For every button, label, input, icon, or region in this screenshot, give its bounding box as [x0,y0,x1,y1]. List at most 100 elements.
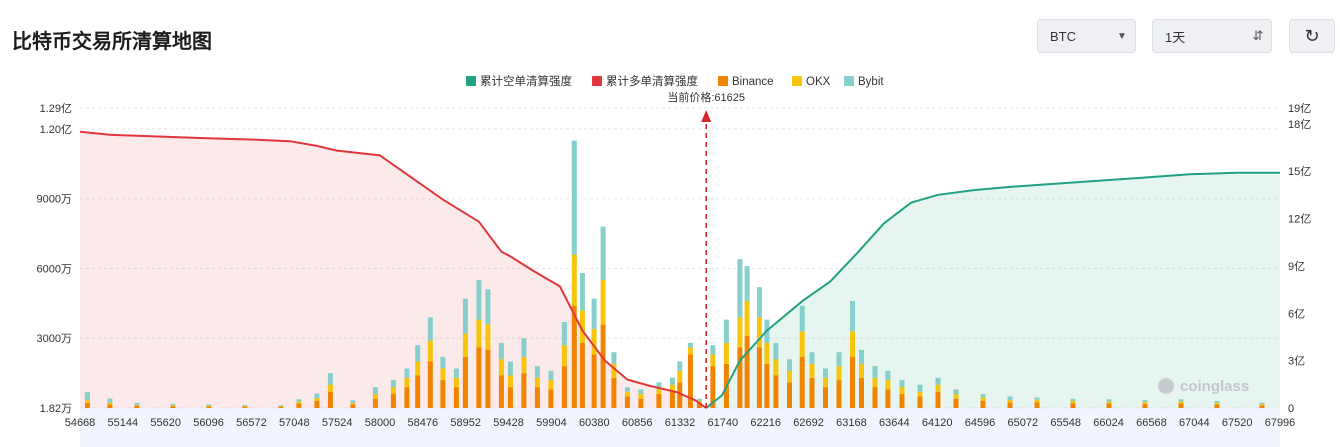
legend-swatch [592,76,602,86]
bybit-bar [669,377,675,385]
binance-bar [107,404,113,408]
x-axis-tick: 65548 [1050,417,1081,429]
left-axis-tick: 3000万 [37,333,72,345]
binance-bar [242,406,248,408]
binance-bar [571,305,577,408]
okx-bar [579,310,585,343]
bybit-bar [656,382,662,390]
bybit-bar [773,342,779,360]
okx-bar [836,366,842,381]
refresh-icon: ↻ [1304,25,1320,46]
right-axis-tick: 0 [1288,403,1294,415]
binance-bar [453,387,459,408]
bybit-bar [696,398,702,401]
okx-bar [296,401,302,404]
okx-bar [476,319,482,348]
chevron-down-icon: ▼ [1117,30,1127,42]
binance-bar [440,380,446,408]
left-axis-tick: 6000万 [37,263,72,275]
right-axis-tick: 12亿 [1288,213,1311,226]
range-select[interactable]: 1天 ⇵ [1152,19,1272,53]
okx-bar [107,402,113,405]
bybit-bar [611,352,617,364]
bybit-bar [850,301,855,332]
x-axis-tick: 63644 [879,417,910,429]
okx-bar [278,406,284,407]
okx-bar [677,370,683,383]
bybit-bar [534,366,540,378]
bybit-bar [134,402,140,405]
okx-bar [548,380,554,390]
bybit-bar [935,377,941,385]
okx-bar [1034,399,1040,403]
bybit-bar [1034,397,1040,400]
binance-bar [836,380,842,408]
okx-bar [737,317,743,348]
binance-bar [476,347,482,408]
binance-bar [885,389,891,408]
okx-bar [440,368,446,381]
bybit-bar [548,370,554,381]
binance-bar [296,403,302,408]
okx-bar [773,359,779,376]
okx-bar [756,317,762,348]
bybit-bar [170,403,176,406]
short-cumulative-line [705,171,1280,409]
coinglass-logo-icon [1158,378,1174,394]
binance-bar [521,373,527,408]
bybit-bar [372,387,378,395]
binance-bar [935,391,941,408]
coin-select[interactable]: BTC ▼ [1037,19,1136,53]
right-axis-tick: 6亿 [1288,307,1305,320]
bybit-bar [1259,402,1265,405]
okx-bar [638,394,644,399]
bybit-bar [899,380,905,388]
okx-bar [787,370,792,383]
bybit-bar [1142,400,1148,402]
left-axis-tick: 1.20亿 [40,123,72,136]
okx-bar [885,380,891,390]
binance-bar [534,387,540,408]
bybit-bar [485,289,491,325]
okx-bar [917,391,923,397]
bybit-bar [462,298,468,334]
okx-bar [206,405,212,407]
bybit-bar [314,393,320,399]
okx-bar [611,363,617,378]
binance-bar [1070,403,1076,408]
binance-bar [1259,405,1265,408]
okx-bar [390,387,396,395]
binance-bar [787,382,792,408]
current-price-label: 当前价格:61625 [667,90,745,104]
okx-bar [1106,401,1112,404]
legend-swatch [844,76,854,86]
x-axis-tick: 60380 [579,417,610,429]
bybit-bar [498,342,504,360]
okx-bar [1142,402,1148,404]
bybit-bar [561,322,567,346]
binance-bar [548,389,554,408]
binance-bar [591,354,597,408]
refresh-button[interactable]: ↻ [1289,19,1335,53]
binance-bar [756,347,762,408]
long-cumulative-area [80,131,707,408]
bybit-bar [836,352,842,367]
okx-bar [1007,399,1013,403]
x-axis-tick: 63168 [836,417,867,429]
binance-bar [415,375,421,408]
left-axis-tick: 9000万 [37,194,72,206]
bybit-bar [756,287,762,318]
bybit-bar [476,280,482,320]
okx-bar [507,375,513,387]
left-axis-tick: 1.82万 [40,403,72,415]
x-axis-tick: 57524 [322,417,353,429]
bybit-bar [885,370,891,381]
okx-bar [899,387,905,395]
x-axis-tick: 66024 [1093,417,1124,429]
bybit-bar [1214,401,1220,403]
bybit-bar [953,389,959,395]
okx-bar [710,354,716,367]
bybit-bar [980,394,986,398]
bybit-bar [579,273,585,311]
bybit-bar [242,405,248,406]
